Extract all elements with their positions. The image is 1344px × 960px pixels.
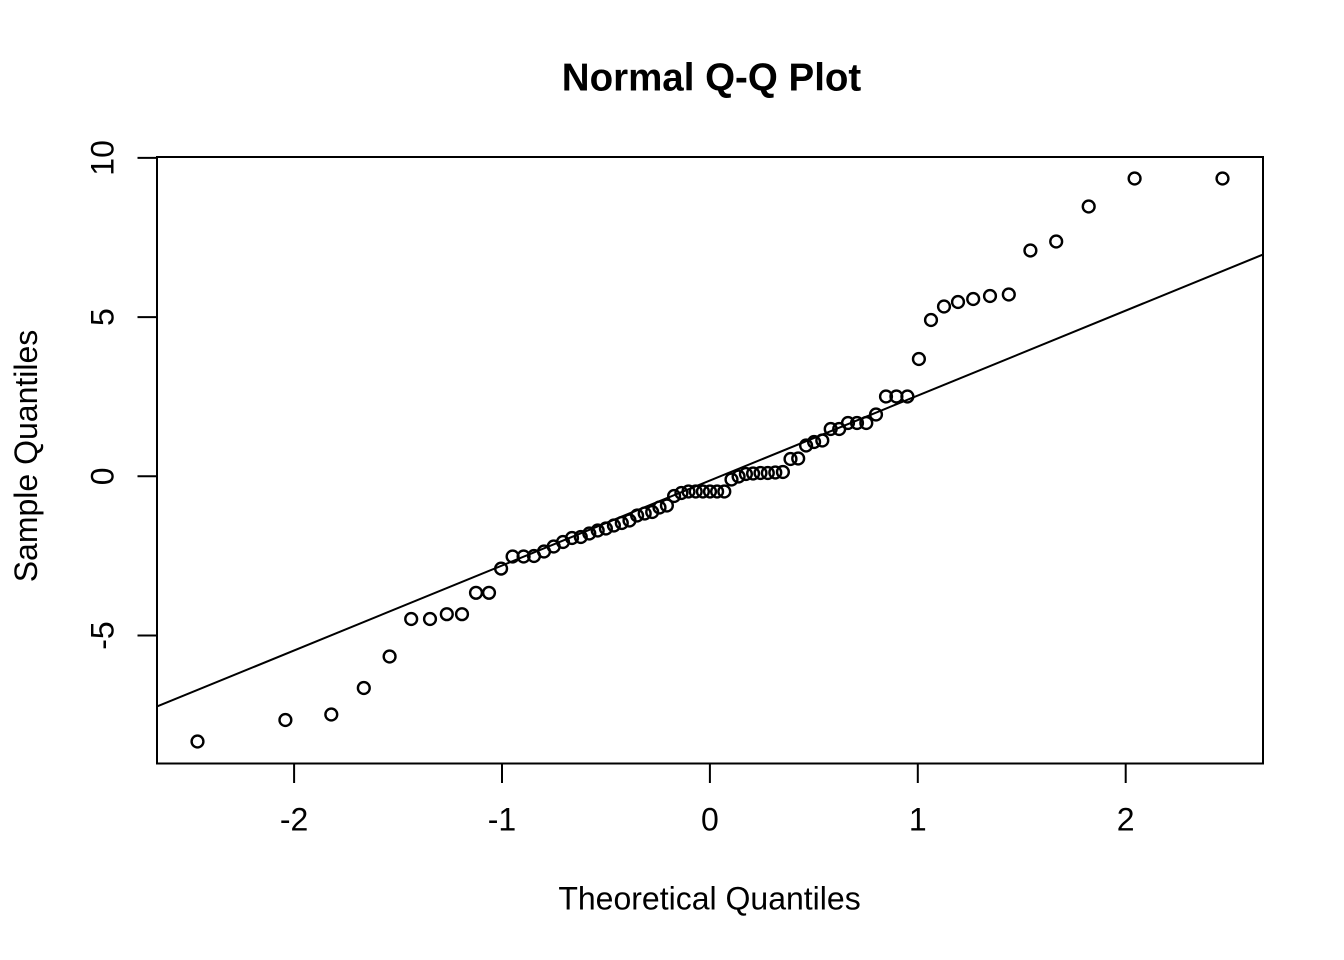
svg-text:5: 5: [85, 308, 121, 326]
svg-text:Theoretical Quantiles: Theoretical Quantiles: [558, 881, 860, 917]
svg-text:10: 10: [85, 140, 121, 176]
svg-text:-2: -2: [280, 802, 308, 838]
svg-text:1: 1: [909, 802, 927, 838]
svg-text:0: 0: [701, 802, 719, 838]
svg-text:0: 0: [85, 467, 121, 485]
svg-text:Sample Quantiles: Sample Quantiles: [8, 330, 44, 583]
svg-text:-5: -5: [85, 621, 121, 649]
svg-text:Normal Q-Q Plot: Normal Q-Q Plot: [562, 57, 862, 100]
svg-text:-1: -1: [488, 802, 516, 838]
svg-text:2: 2: [1117, 802, 1135, 838]
